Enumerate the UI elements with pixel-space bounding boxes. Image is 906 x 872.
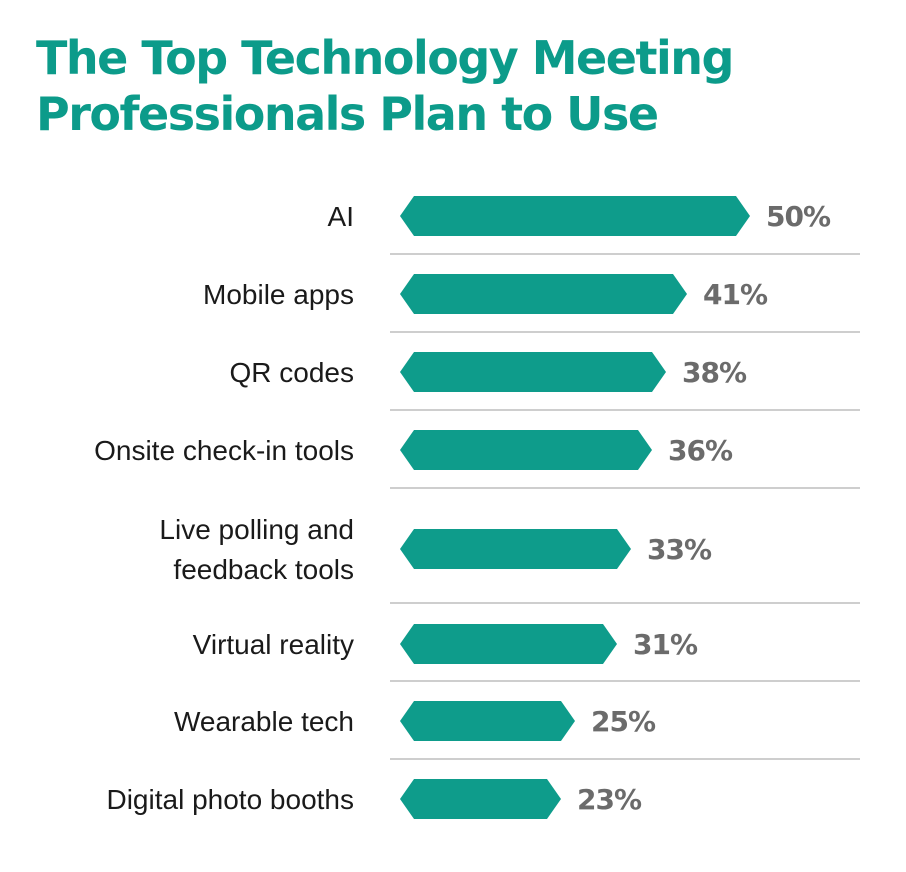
- value-label: 33%: [647, 533, 712, 566]
- value-label: 41%: [703, 278, 768, 311]
- chart-title: The Top Technology Meeting Professionals…: [36, 30, 876, 142]
- bar: [400, 529, 631, 569]
- bar: [400, 196, 750, 236]
- category-label: Mobile apps: [203, 279, 354, 310]
- bar: [400, 779, 561, 819]
- value-label: 31%: [633, 628, 698, 661]
- value-label: 50%: [766, 200, 831, 233]
- bar: [400, 430, 652, 470]
- category-label: Wearable tech: [174, 706, 354, 737]
- category-label: feedback tools: [173, 554, 354, 585]
- bar: [400, 274, 687, 314]
- category-label: QR codes: [230, 357, 355, 388]
- chart-title-line-2: Professionals Plan to Use: [36, 87, 659, 141]
- category-label: Onsite check-in tools: [94, 435, 354, 466]
- chart-title-line-1: The Top Technology Meeting: [36, 31, 734, 85]
- bar: [400, 624, 617, 664]
- value-label: 36%: [668, 434, 733, 467]
- value-label: 38%: [682, 356, 747, 389]
- category-label: Digital photo booths: [106, 784, 354, 815]
- category-label: AI: [328, 201, 354, 232]
- category-label: Live polling and: [159, 514, 354, 545]
- category-label: Virtual reality: [193, 629, 354, 660]
- value-label: 23%: [577, 783, 642, 816]
- bar: [400, 701, 575, 741]
- bar: [400, 352, 666, 392]
- value-label: 25%: [591, 705, 656, 738]
